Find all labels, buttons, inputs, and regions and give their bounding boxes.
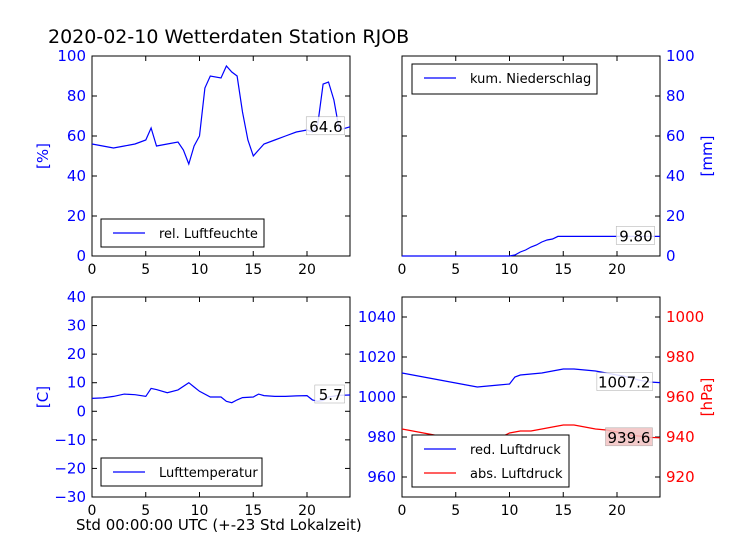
pressure-legend-label-2: abs. Luftdruck (470, 467, 563, 482)
temperature-y-tick-label: −20 (54, 459, 86, 477)
humidity-x-tick-label: 10 (191, 262, 209, 278)
temperature-y-tick-label: −10 (54, 431, 86, 449)
temperature-y-tick-label: −30 (54, 488, 86, 506)
pressure-y2-tick-label: 980 (666, 348, 695, 366)
pressure-y2-tick-label: 940 (666, 428, 695, 446)
pressure-y-axis-label: [hPa] (698, 378, 716, 417)
humidity-x-tick-label: 0 (88, 262, 97, 278)
precip-annotation-box (615, 226, 655, 245)
humidity-y-axis-label: [%] (34, 143, 52, 169)
pressure-legend-label-1: red. Luftdruck (470, 443, 561, 458)
precip-x-tick-label: 10 (501, 262, 519, 278)
pressure-x-tick-label: 15 (554, 503, 572, 519)
pressure-y-tick-label: 980 (367, 428, 396, 446)
humidity-y-tick-label: 20 (67, 207, 86, 225)
precip-y-tick-label: 100 (666, 47, 695, 65)
precip-y-tick-label: 20 (666, 207, 685, 225)
humidity-x-tick-label: 15 (244, 262, 262, 278)
pressure-annotation-label: 939.6 (608, 429, 651, 447)
temperature-x-tick-label: 20 (298, 503, 316, 519)
temperature-y-tick-label: 40 (67, 288, 86, 306)
precip-legend-box (411, 63, 598, 95)
pressure-y2-tick-label: 1000 (666, 308, 704, 326)
pressure-x-tick-label: 0 (398, 503, 407, 519)
humidity-series-line-1 (91, 64, 351, 166)
pressure-y-tick-label: 1020 (358, 348, 396, 366)
temperature-y-tick-label: 0 (76, 402, 86, 420)
temperature-x-tick-label: 0 (88, 503, 97, 519)
precip-y-tick-label: 40 (666, 167, 685, 185)
precip-y-tick-label: 0 (666, 247, 676, 265)
pressure-annotation-box (596, 372, 653, 391)
pressure-x-tick-label: 10 (501, 503, 519, 519)
precip-series-line-1 (402, 235, 660, 257)
pressure-annotation-box (605, 427, 653, 447)
temperature-series-line-1 (91, 381, 351, 404)
humidity-y-tick-label: 100 (57, 47, 86, 65)
precip-x-tick-label: 0 (398, 262, 407, 278)
humidity-y-tick-label: 0 (76, 247, 86, 265)
figure-title: 2020-02-10 Wetterdaten Station RJOB (48, 26, 410, 48)
x-axis-footer-label: Std 00:00:00 UTC (+-23 Std Lokalzeit) (76, 516, 362, 534)
humidity-y-tick-label: 40 (67, 167, 86, 185)
precip-x-tick-label: 5 (451, 262, 460, 278)
temperature-x-tick-label: 5 (141, 503, 150, 519)
humidity-y-tick-label: 60 (67, 127, 86, 145)
pressure-annotation-label: 1007.2 (598, 374, 651, 392)
pressure-x-tick-label: 5 (451, 503, 460, 519)
pressure-y2-tick-label: 960 (666, 388, 695, 406)
humidity-plot-frame (91, 55, 351, 257)
precip-annotation-label: 9.80 (619, 227, 652, 245)
precip-plot-frame (401, 55, 661, 257)
humidity-x-tick-label: 5 (141, 262, 150, 278)
temperature-y-tick-label: 10 (67, 374, 86, 392)
humidity-legend-label-1: rel. Luftfeuchte (159, 227, 258, 242)
precip-y-tick-label: 80 (666, 87, 685, 105)
temperature-plot-frame (91, 296, 351, 498)
temperature-annotation-box (314, 384, 345, 404)
pressure-y-tick-label: 1000 (358, 388, 396, 406)
pressure-x-tick-label: 20 (608, 503, 626, 519)
humidity-annotation-label: 64.6 (309, 118, 342, 136)
temperature-y-tick-label: 30 (67, 317, 86, 335)
temperature-y-axis-label: [C] (34, 386, 52, 408)
temperature-legend-label-1: Lufttemperatur (159, 466, 258, 481)
pressure-y-tick-label: 960 (367, 468, 396, 486)
temperature-annotation-label: 5.7 (319, 386, 343, 404)
precip-legend-label-1: kum. Niederschlag (470, 72, 591, 87)
precip-y-tick-label: 60 (666, 127, 685, 145)
precip-x-tick-label: 15 (554, 262, 572, 278)
pressure-legend-box (411, 434, 570, 488)
precip-x-tick-label: 20 (608, 262, 626, 278)
pressure-y-tick-label: 1040 (358, 308, 396, 326)
temperature-x-tick-label: 10 (191, 503, 209, 519)
precip-y-axis-label: [mm] (698, 136, 716, 177)
humidity-y-tick-label: 80 (67, 87, 86, 105)
humidity-annotation-box (305, 116, 345, 136)
temperature-y-tick-label: 20 (67, 345, 86, 363)
pressure-y2-tick-label: 920 (666, 468, 695, 486)
temperature-x-tick-label: 15 (244, 503, 262, 519)
humidity-x-tick-label: 20 (298, 262, 316, 278)
